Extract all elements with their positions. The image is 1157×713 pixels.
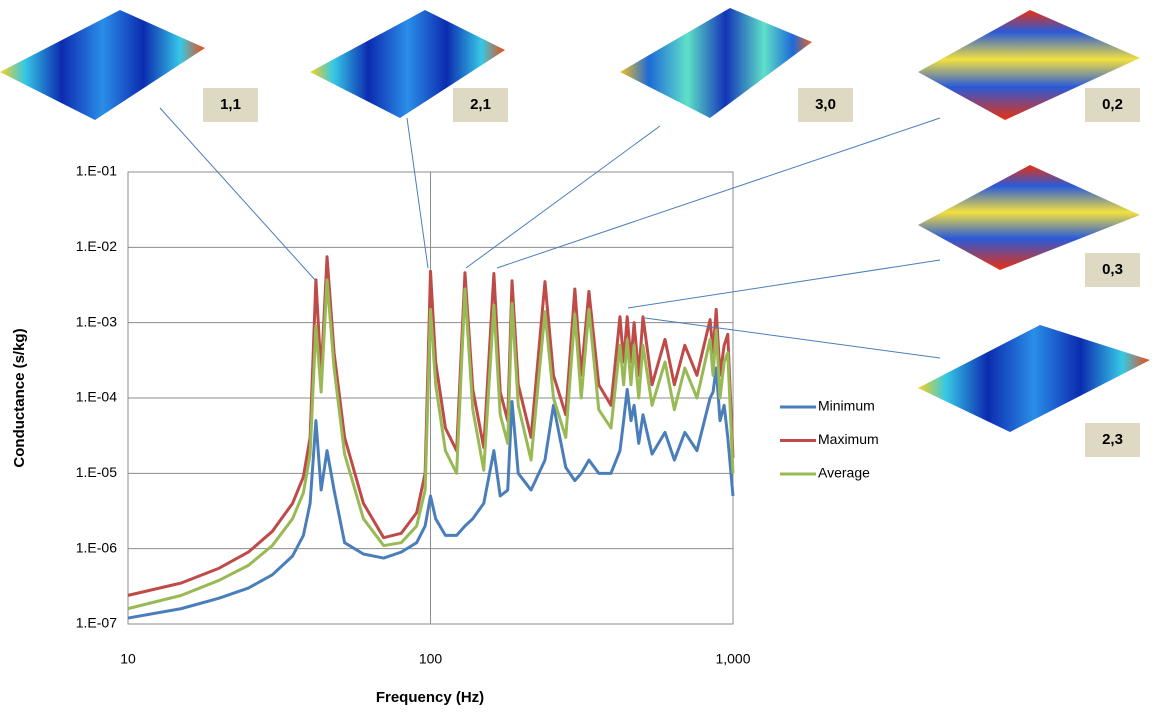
y-tick-label: 1.E-02 xyxy=(76,238,117,254)
leader-line xyxy=(466,126,660,268)
annotation: 1,1 xyxy=(220,96,241,113)
legend-label: Maximum xyxy=(818,431,879,447)
leader-line xyxy=(407,118,428,268)
leader-line xyxy=(645,318,940,358)
annotation: 0,3 xyxy=(1102,261,1123,278)
leader-line xyxy=(160,108,316,281)
x-tick-label: 10 xyxy=(120,651,136,667)
y-tick-label: 1.E-01 xyxy=(76,163,117,179)
x-axis-title: Frequency (Hz) xyxy=(376,689,484,706)
y-tick-label: 1.E-07 xyxy=(76,615,117,631)
y-tick-label: 1.E-06 xyxy=(76,539,117,555)
x-tick-label: 1,000 xyxy=(715,651,750,667)
legend-label: Average xyxy=(818,465,870,481)
chart: 1.E-07 1.E-06 1.E-05 1.E-04 1.E-03 1.E-02 1.E-… xyxy=(0,0,1157,713)
mode-shape xyxy=(0,10,205,120)
y-tick-label: 1.E-03 xyxy=(76,313,117,329)
page: 1.E-07 1.E-06 1.E-05 1.E-04 1.E-03 1.E-02 1.E-… xyxy=(0,0,1157,713)
mode-shape xyxy=(918,325,1150,432)
x-tick-label: 100 xyxy=(419,651,443,667)
legend-label: Minimum xyxy=(818,398,875,414)
annotation: 2,3 xyxy=(1102,431,1123,448)
mode-shapes xyxy=(0,8,1150,432)
y-axis-title: Conductance (s/kg) xyxy=(11,328,28,467)
y-tick-label: 1.E-04 xyxy=(76,389,117,405)
y-tick-label: 1.E-05 xyxy=(76,464,117,480)
annotation: 3,0 xyxy=(815,96,836,113)
leader-line xyxy=(497,118,940,268)
leader-line xyxy=(628,260,940,308)
annotation: 0,2 xyxy=(1102,96,1123,113)
annotation: 2,1 xyxy=(470,96,491,113)
mode-shape xyxy=(620,8,812,118)
